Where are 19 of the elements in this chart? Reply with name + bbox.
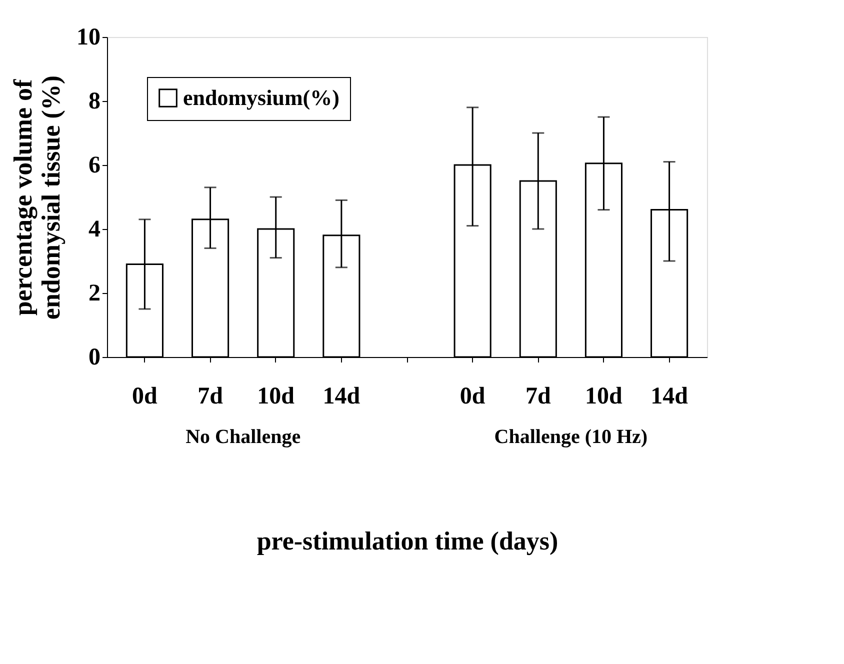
x-tick-label: 0d bbox=[132, 384, 158, 410]
y-tick-label: 10 bbox=[76, 24, 100, 50]
x-tick-label: 14d bbox=[322, 384, 361, 410]
x-tick-label: 10d bbox=[585, 384, 624, 410]
text: Challenge (10 Hz) bbox=[494, 426, 648, 448]
x-axis-title: pre-stimulation time (days) bbox=[256, 526, 558, 556]
legend-label: endomysium(%) bbox=[183, 85, 340, 110]
x-tick-label: 7d bbox=[525, 384, 552, 410]
y-axis-title: percentage volume of endomysial tissue (%) bbox=[8, 75, 66, 320]
text: No Challenge bbox=[186, 426, 301, 448]
x-tick-label: 7d bbox=[198, 384, 224, 410]
y-tick-label: 6 bbox=[88, 152, 100, 178]
y-tick-label: 8 bbox=[88, 88, 100, 114]
y-tick-label: 0 bbox=[88, 344, 100, 370]
y-tick-label: 2 bbox=[88, 280, 100, 306]
x-tick-label: 10d bbox=[257, 384, 296, 410]
x-tick-label: 0d bbox=[460, 384, 486, 410]
y-tick-label: 4 bbox=[88, 216, 100, 242]
x-tick-label: 14d bbox=[650, 384, 689, 410]
